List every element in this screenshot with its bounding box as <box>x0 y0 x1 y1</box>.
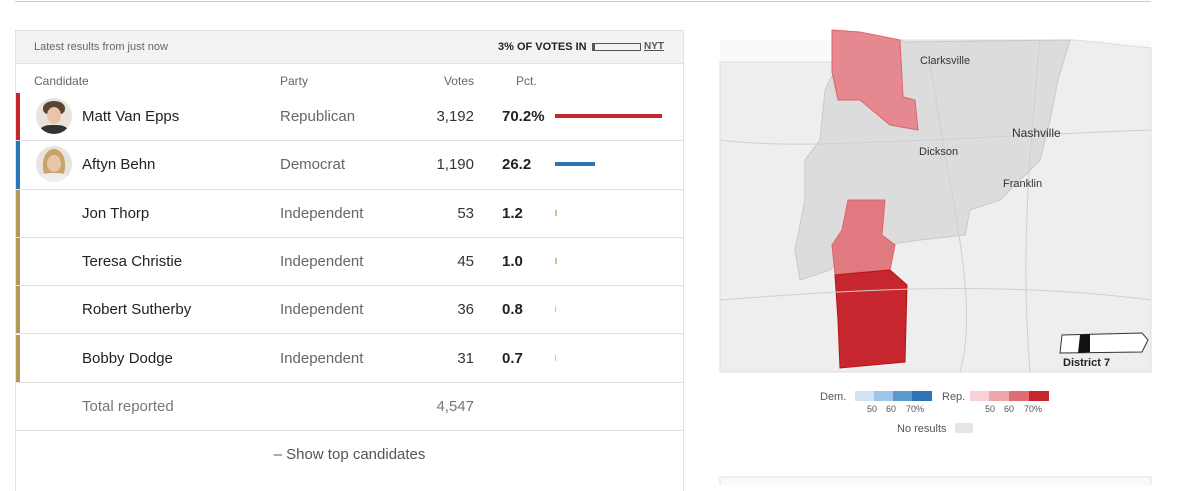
candidate-row: Jon Thorp Independent 53 1.2 <box>16 189 683 238</box>
legend-tick: 70% <box>906 404 924 414</box>
inset-district <box>1078 334 1090 353</box>
legend-swatch <box>855 391 874 401</box>
candidate-name: Jon Thorp <box>82 204 150 222</box>
pct: 70.2% <box>502 108 545 125</box>
party-stripe <box>16 93 20 141</box>
legend-label: Dem. <box>820 391 846 403</box>
toggle-row: – Show top candidates <box>16 431 683 478</box>
inset-label: District 7 <box>1063 357 1110 369</box>
pct-bar <box>555 209 557 216</box>
votes: 45 <box>457 252 474 270</box>
roads <box>719 39 1152 373</box>
votes: 53 <box>457 204 474 222</box>
candidate-name: Robert Sutherby <box>82 301 192 319</box>
source-text: NYT <box>644 41 664 52</box>
candidate-row: Matt Van Epps Republican 3,192 70.2% <box>16 93 683 142</box>
next-panel <box>719 476 1152 485</box>
party-name: Independent <box>280 349 364 367</box>
candidate-name: Bobby Dodge <box>82 349 173 367</box>
reporting-bar <box>592 43 641 51</box>
legend-tick: 60 <box>1004 404 1014 414</box>
legend-swatch <box>912 391 932 401</box>
candidate-name: Aftyn Behn <box>82 156 156 174</box>
column-header: Votes <box>443 74 474 88</box>
top-rule <box>15 1 1151 2</box>
county-rep <box>831 199 896 276</box>
total-votes: 4,547 <box>436 397 474 415</box>
legend-tick: 60 <box>886 404 896 414</box>
reporting-text: 3% OF VOTES IN <box>498 41 587 53</box>
map-bg <box>720 40 1151 372</box>
updated-text: Latest results from just now <box>34 41 168 53</box>
legend-swatch <box>970 391 989 401</box>
legend-tick: 70% <box>1024 404 1042 414</box>
legend-tick: 50 <box>985 404 995 414</box>
place-label: Franklin <box>1003 178 1042 190</box>
pct-bar <box>555 114 662 118</box>
county-rep <box>831 29 919 131</box>
candidate-row: Robert Sutherby Independent 36 0.8 <box>16 286 683 335</box>
legend-swatch <box>893 391 912 401</box>
photo-body <box>40 125 68 134</box>
pct-bar <box>555 306 557 313</box>
candidate-name: Teresa Christie <box>82 252 183 270</box>
votes: 31 <box>457 349 474 367</box>
party-name: Independent <box>280 301 364 319</box>
inset-state <box>1059 332 1149 354</box>
legend-swatch <box>1029 391 1049 401</box>
total-row: Total reported 4,547 <box>16 383 683 432</box>
party-stripe <box>16 141 20 189</box>
place-label: Nashville <box>1012 126 1061 140</box>
photo-body <box>40 173 68 183</box>
pct: 1.0 <box>502 252 523 270</box>
pct-bar <box>555 354 557 361</box>
photo-face <box>47 155 61 173</box>
votes: 36 <box>457 301 474 319</box>
place-label: Dickson <box>919 146 958 158</box>
candidate-name: Matt Van Epps <box>82 108 180 125</box>
party-name: Democrat <box>280 156 346 174</box>
pct-bar <box>555 162 595 167</box>
candidate-row: Bobby Dodge Independent 31 0.7 <box>16 334 683 383</box>
party-stripe <box>16 334 20 382</box>
pct-bar <box>555 257 557 264</box>
district-area <box>794 39 1071 281</box>
photo-face <box>47 107 61 124</box>
column-header: Candidate <box>34 74 89 88</box>
legend-swatch <box>1009 391 1029 401</box>
show-top-button[interactable]: – Show top candidates <box>273 446 426 464</box>
pct: 0.7 <box>502 349 523 367</box>
votes: 1,190 <box>436 156 474 174</box>
candidate-photo <box>36 98 72 134</box>
pct: 26.2 <box>502 156 532 174</box>
party-stripe <box>16 286 20 334</box>
legend-swatch <box>874 391 893 401</box>
candidate-row: Aftyn Behn Democrat 1,190 26.2 <box>16 141 683 190</box>
legend-swatch <box>989 391 1009 401</box>
candidate-row: Teresa Christie Independent 45 1.0 <box>16 237 683 287</box>
legend-swatch <box>955 423 973 433</box>
party-name: Republican <box>280 108 356 125</box>
column-header: Party <box>280 74 309 88</box>
legend-label: No results <box>897 423 947 435</box>
legend-label: Rep. <box>942 391 965 403</box>
votes: 3,192 <box>436 108 474 125</box>
party-stripe <box>16 237 20 286</box>
party-stripe <box>16 189 20 237</box>
results-table: Latest results from just now 3% OF VOTES… <box>15 30 684 491</box>
place-label: Clarksville <box>920 55 970 67</box>
county-rep-strong <box>834 269 908 369</box>
legend-tick: 50 <box>867 404 877 414</box>
column-header: Pct. <box>516 74 537 88</box>
table-header: Latest results from just now 3% OF VOTES… <box>16 31 683 64</box>
party-name: Independent <box>280 252 364 270</box>
candidate-photo <box>36 146 72 183</box>
map-region <box>719 39 1152 373</box>
pct: 1.2 <box>502 204 523 222</box>
total-label: Total reported <box>82 397 174 415</box>
party-name: Independent <box>280 204 364 222</box>
pct: 0.8 <box>502 301 523 319</box>
